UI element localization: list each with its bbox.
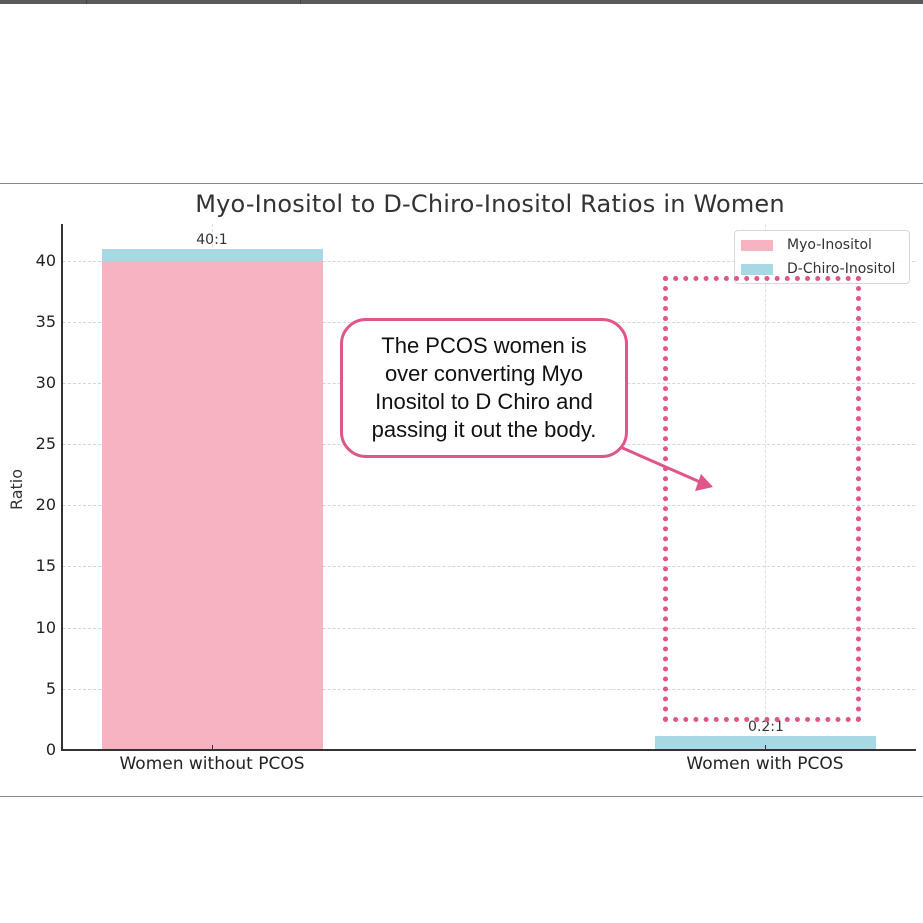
annotation-callout: The PCOS women is over converting Myo In…: [340, 318, 628, 458]
gridline: [63, 689, 915, 690]
x-tick-mark: [765, 745, 766, 751]
y-tick-label: 40: [35, 251, 56, 270]
callout-line: passing it out the body.: [371, 417, 597, 442]
x-tick-mark: [212, 745, 213, 751]
legend-label: Myo-Inositol: [787, 237, 872, 253]
top-border-bar: [0, 0, 923, 4]
legend-item-d-chiro-inositol: D-Chiro-Inositol: [741, 259, 895, 279]
bar-value-label: 40:1: [196, 232, 228, 248]
y-tick-label: 10: [35, 618, 56, 637]
gridline: [63, 566, 915, 567]
bar-d-chiro-inositol-without-pcos: [102, 249, 323, 261]
frame-top-rule: [0, 183, 923, 184]
y-tick-label: 30: [35, 373, 56, 392]
y-tick-label: 0: [45, 740, 56, 759]
gridline: [63, 261, 915, 262]
y-tick-label: 25: [35, 434, 56, 453]
y-axis: [61, 224, 63, 751]
bar-myo-inositol-without-pcos: [102, 261, 323, 750]
chart-title: Myo-Inositol to D-Chiro-Inositol Ratios …: [195, 190, 785, 218]
y-tick-label: 35: [35, 312, 56, 331]
legend-swatch: [741, 263, 773, 275]
legend-item-myo-inositol: Myo-Inositol: [741, 235, 872, 255]
highlight-dotted-box: [663, 276, 861, 722]
callout-line: over converting Myo: [384, 361, 584, 386]
gridline: [63, 628, 915, 629]
top-bar-divider: [300, 0, 301, 4]
gridline: [63, 505, 915, 506]
legend-label: D-Chiro-Inositol: [787, 261, 896, 277]
callout-line: Inositol to D Chiro and: [375, 389, 593, 414]
y-tick-label: 5: [45, 679, 56, 698]
top-bar-divider: [86, 0, 87, 4]
bar-value-label: 0.2:1: [748, 719, 784, 735]
x-tick-label: Women with PCOS: [686, 754, 844, 774]
chart-legend: Myo-Inositol D-Chiro-Inositol: [734, 230, 910, 284]
legend-swatch: [741, 239, 773, 251]
y-tick-label: 15: [35, 556, 56, 575]
y-tick-label: 20: [35, 495, 56, 514]
callout-line: The PCOS women is: [381, 333, 587, 358]
vertical-gridline: [765, 224, 766, 749]
x-tick-label: Women without PCOS: [119, 754, 305, 774]
x-axis: [61, 749, 916, 751]
bar-d-chiro-inositol-with-pcos: [655, 736, 876, 750]
frame-bottom-rule: [0, 796, 923, 797]
